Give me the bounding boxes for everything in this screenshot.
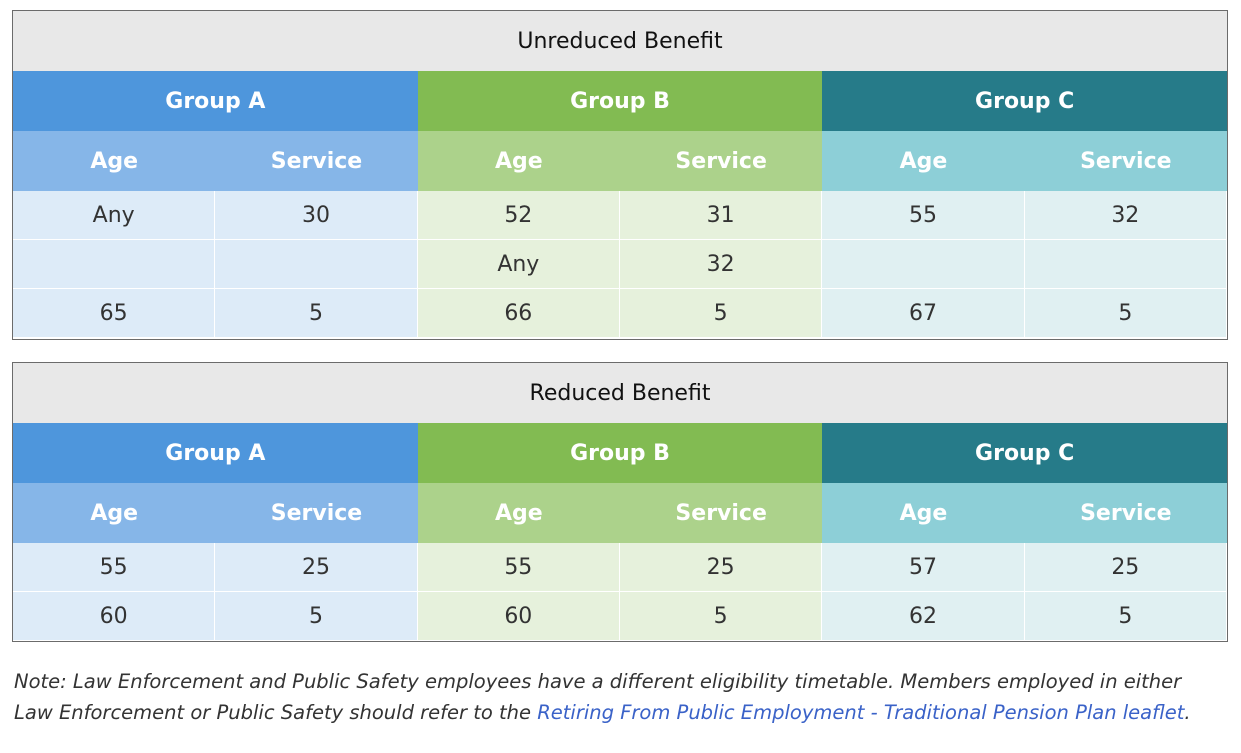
group-header-row: Group A Group B Group C	[13, 423, 1227, 483]
note-line-2-suffix: .	[1184, 701, 1191, 724]
table-cell: 25	[1024, 543, 1227, 592]
table-cell: 65	[13, 289, 216, 338]
note-line-2: Law Enforcement or Public Safety should …	[14, 697, 1224, 728]
subheader-row: Age Service Age Service Age Service	[13, 131, 1227, 191]
service-column-header: Service	[215, 483, 418, 543]
table-title: Reduced Benefit	[13, 363, 1227, 423]
table-cell: 32	[1024, 191, 1227, 240]
group-b-header: Group B	[417, 423, 823, 483]
note-line-2-prefix: Law Enforcement or Public Safety should …	[14, 701, 538, 724]
group-c-header: Group C	[822, 423, 1227, 483]
eligibility-note: Note: Law Enforcement and Public Safety …	[14, 666, 1224, 728]
table-cell: 5	[215, 592, 418, 641]
table-title: Unreduced Benefit	[13, 11, 1227, 71]
service-column-header: Service	[215, 131, 418, 191]
age-column-header: Age	[13, 483, 216, 543]
table-cell: 32	[619, 240, 823, 289]
age-column-header: Age	[417, 131, 620, 191]
service-column-header: Service	[1024, 131, 1227, 191]
age-column-header: Age	[822, 483, 1025, 543]
note-line-1: Note: Law Enforcement and Public Safety …	[14, 670, 1182, 693]
age-column-header: Age	[13, 131, 216, 191]
table-cell: 60	[13, 592, 216, 641]
service-column-header: Service	[1024, 483, 1227, 543]
age-column-header: Age	[417, 483, 620, 543]
service-column-header: Service	[619, 483, 823, 543]
table-cell	[822, 240, 1025, 289]
group-header-row: Group A Group B Group C	[13, 71, 1227, 131]
table-cell	[13, 240, 216, 289]
table-cell: 5	[215, 289, 418, 338]
table-cell: 55	[822, 191, 1025, 240]
table-cell: 30	[215, 191, 418, 240]
table-cell: Any	[13, 191, 216, 240]
table-cell: 66	[417, 289, 620, 338]
table-cell: 5	[1024, 289, 1227, 338]
group-c-header: Group C	[822, 71, 1227, 131]
reduced-benefit-table: Reduced Benefit Group A Group B Group C …	[12, 362, 1228, 642]
group-a-header: Group A	[13, 71, 418, 131]
subheader-row: Age Service Age Service Age Service	[13, 483, 1227, 543]
table-cell: 60	[417, 592, 620, 641]
table-cell: Any	[417, 240, 620, 289]
group-b-header: Group B	[417, 71, 823, 131]
age-column-header: Age	[822, 131, 1025, 191]
table-cell: 67	[822, 289, 1025, 338]
pension-plan-leaflet-link[interactable]: Retiring From Public Employment - Tradit…	[537, 701, 1185, 724]
table-body: 55 25 55 25 57 25 60 5 60 5 62 5	[13, 543, 1227, 641]
table-cell: 31	[619, 191, 823, 240]
table-cell: 57	[822, 543, 1025, 592]
service-column-header: Service	[619, 131, 823, 191]
table-body: Any 30 52 31 55 32 Any 32 65 5 66 5 67 5	[13, 191, 1227, 338]
table-cell: 55	[417, 543, 620, 592]
unreduced-benefit-table: Unreduced Benefit Group A Group B Group …	[12, 10, 1228, 340]
group-a-header: Group A	[13, 423, 418, 483]
table-cell	[215, 240, 418, 289]
table-cell: 55	[13, 543, 216, 592]
table-cell: 52	[417, 191, 620, 240]
table-cell: 5	[619, 592, 823, 641]
table-cell: 25	[619, 543, 823, 592]
table-cell	[1024, 240, 1227, 289]
table-cell: 25	[215, 543, 418, 592]
table-cell: 62	[822, 592, 1025, 641]
table-cell: 5	[619, 289, 823, 338]
table-cell: 5	[1024, 592, 1227, 641]
